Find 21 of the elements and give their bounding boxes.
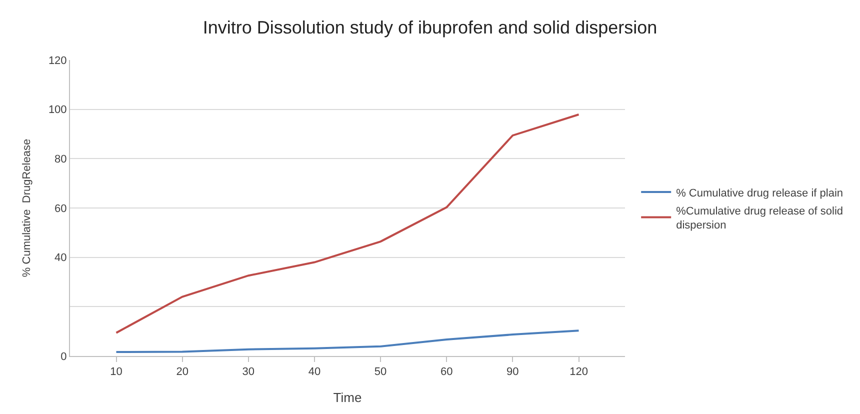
legend-label: %Cumulative drug release of solid dispersion <box>676 205 844 232</box>
x-tick-label: 60 <box>440 366 453 378</box>
y-tick-label: 60 <box>54 202 67 215</box>
line-series <box>115 114 580 334</box>
y-tick-label: 80 <box>54 154 67 166</box>
legend-label: % Cumulative drug release if plain <box>676 187 844 200</box>
x-tick-label: 50 <box>374 366 387 378</box>
x-axis-title: Time <box>333 390 362 405</box>
x-tick-label: 20 <box>176 366 188 378</box>
x-tick-label: 40 <box>308 366 321 378</box>
chart-title: Invitro Dissolution study of ibuprofen and solid dispersion <box>202 17 658 38</box>
x-tick-label: 10 <box>110 366 122 378</box>
x-tick-label: 30 <box>242 366 255 378</box>
x-tick-label: 90 <box>506 366 519 378</box>
y-tick-label: 120 <box>48 54 67 67</box>
y-tick-label: 0 <box>60 350 67 363</box>
y-tick-label: 40 <box>54 252 67 264</box>
line-series <box>115 330 580 354</box>
x-tick-label: 120 <box>570 366 588 378</box>
y-tick-label: 100 <box>48 104 67 116</box>
y-axis-title: % Cumulative DrugRelease <box>21 138 34 278</box>
